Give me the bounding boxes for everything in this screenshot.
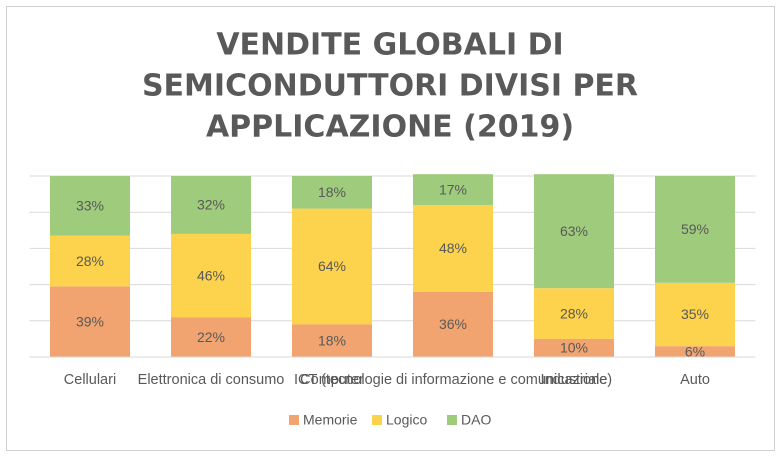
data-label: 28% bbox=[76, 253, 104, 269]
legend-label: DAO bbox=[461, 412, 491, 428]
data-label: 22% bbox=[197, 329, 225, 345]
data-label: 64% bbox=[318, 258, 346, 274]
chart-title: APPLICAZIONE (2019) bbox=[206, 110, 574, 145]
bar-segment bbox=[413, 291, 493, 357]
bar-segment bbox=[534, 338, 614, 357]
data-label: 17% bbox=[439, 181, 467, 197]
bar-segment bbox=[292, 176, 372, 209]
data-label: 32% bbox=[197, 197, 225, 213]
data-label: 46% bbox=[197, 267, 225, 283]
data-label: 35% bbox=[681, 306, 709, 322]
data-label: 18% bbox=[318, 332, 346, 348]
data-label: 48% bbox=[439, 240, 467, 256]
legend-swatch bbox=[372, 415, 382, 425]
bar-segment bbox=[171, 233, 251, 318]
bar-segment bbox=[655, 282, 735, 347]
bar-segment bbox=[50, 286, 130, 357]
bar-segment bbox=[413, 174, 493, 205]
x-tick-label: Elettronica di consumo bbox=[138, 372, 285, 388]
x-tick-label: Cellulari bbox=[64, 372, 116, 388]
bar-segment bbox=[655, 346, 735, 357]
data-label: 39% bbox=[76, 313, 104, 329]
bar-segment bbox=[292, 208, 372, 325]
legend-label: Memorie bbox=[303, 412, 358, 428]
x-tick-label: ICT (tecnologie di informazione e comuni… bbox=[294, 372, 612, 388]
x-tick-label: Computer bbox=[300, 372, 364, 388]
data-label: 36% bbox=[439, 316, 467, 332]
data-label: 10% bbox=[560, 340, 588, 356]
bar-segment bbox=[413, 204, 493, 292]
bar-segment bbox=[534, 174, 614, 289]
data-label: 59% bbox=[681, 221, 709, 237]
legend-swatch bbox=[447, 415, 457, 425]
data-label: 28% bbox=[560, 305, 588, 321]
x-tick-label: Industriale bbox=[541, 372, 608, 388]
chart-title: SEMICONDUTTORI DIVISI PER bbox=[142, 69, 638, 104]
data-label: 63% bbox=[560, 223, 588, 239]
data-label: 18% bbox=[318, 184, 346, 200]
legend-swatch bbox=[289, 415, 299, 425]
bar-segment bbox=[534, 288, 614, 339]
data-label: 6% bbox=[685, 343, 705, 359]
legend-label: Logico bbox=[386, 412, 427, 428]
data-label: 33% bbox=[76, 198, 104, 214]
bar-segment bbox=[171, 317, 251, 357]
bar-segment bbox=[655, 176, 735, 283]
bar-segment bbox=[292, 324, 372, 357]
bar-segment bbox=[50, 235, 130, 287]
chart-frame bbox=[6, 6, 775, 451]
x-tick-label: Auto bbox=[680, 372, 710, 388]
chart-title: VENDITE GLOBALI DI bbox=[216, 28, 563, 63]
bar-segment bbox=[171, 176, 251, 234]
bar-segment bbox=[50, 176, 130, 236]
